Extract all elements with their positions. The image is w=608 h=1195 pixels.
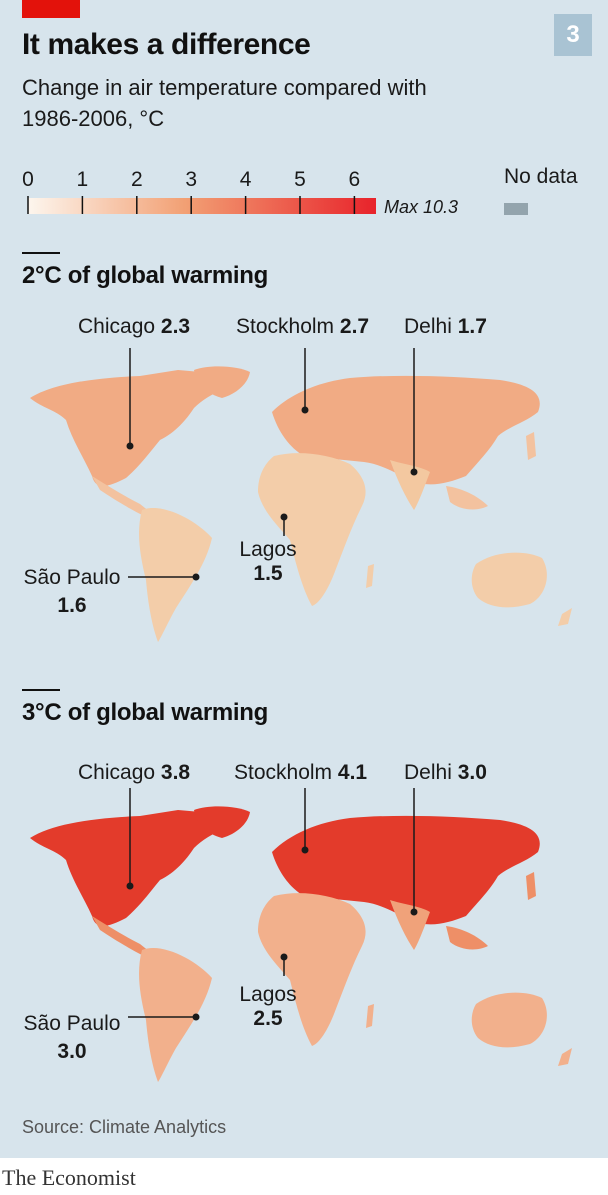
no-data-swatch — [504, 203, 528, 215]
land-southeast-asia — [446, 486, 488, 510]
land-central-america — [92, 916, 150, 956]
land-japan — [526, 872, 536, 900]
no-data-label: No data — [504, 165, 578, 188]
land-africa — [258, 893, 366, 1046]
section-rule — [22, 252, 60, 254]
land-madagascar — [366, 564, 374, 588]
city-label-lagos: Lagos 2.5 — [239, 983, 297, 1030]
scale-tick-label: 3 — [185, 168, 197, 191]
land-eurasia — [272, 815, 540, 925]
city-marker-chicago — [126, 882, 134, 890]
land-southeast-asia — [446, 926, 488, 950]
land-madagascar — [366, 1004, 374, 1028]
accent-tag — [22, 0, 80, 18]
land-new-zealand — [558, 1048, 572, 1066]
city-label-stockholm: Stockholm 2.7 — [236, 315, 370, 338]
city-marker-sao-paulo — [192, 1013, 200, 1021]
scale-tick-label: 6 — [349, 168, 361, 191]
map-2c — [30, 348, 572, 642]
scale-tick-label: 4 — [240, 168, 252, 191]
land-eurasia — [272, 375, 540, 485]
city-label-chicago: Chicago 2.3 — [78, 315, 191, 338]
city-marker-stockholm — [301, 846, 309, 854]
city-label-stockholm: Stockholm 4.1 — [234, 761, 368, 784]
scale-max-label: Max 10.3 — [384, 197, 459, 217]
source-note: Source: Climate Analytics — [22, 1117, 227, 1137]
map-3c — [30, 788, 572, 1082]
city-marker-sao-paulo — [192, 573, 200, 581]
color-scale: 0 1 2 3 4 5 6 — [22, 168, 376, 214]
city-marker-delhi — [410, 468, 418, 476]
city-marker-delhi — [410, 908, 418, 916]
land-australia — [471, 992, 547, 1048]
land-india — [390, 460, 430, 510]
land-south-america — [139, 508, 212, 642]
city-marker-lagos — [280, 513, 288, 521]
land-greenland — [194, 806, 250, 838]
land-north-america — [30, 810, 226, 927]
section-title-3c: 3°C of global warming — [22, 699, 268, 726]
scale-tick-label: 5 — [294, 168, 306, 191]
land-south-america — [139, 948, 212, 1082]
city-marker-stockholm — [301, 406, 309, 414]
land-australia — [471, 552, 547, 608]
city-label-sao-paulo: São Paulo 1.6 — [23, 566, 121, 617]
city-label-lagos: Lagos 1.5 — [239, 538, 297, 585]
chart-title: It makes a difference — [22, 28, 311, 61]
city-label-sao-paulo: São Paulo 3.0 — [23, 1012, 121, 1063]
section-title-2c: 2°C of global warming — [22, 262, 268, 289]
section-rule — [22, 689, 60, 691]
city-label-delhi: Delhi 3.0 — [404, 761, 487, 784]
land-japan — [526, 432, 536, 460]
city-label-delhi: Delhi 1.7 — [404, 315, 487, 338]
scale-tick-label: 1 — [77, 168, 89, 191]
city-marker-chicago — [126, 442, 134, 450]
chart-subtitle: Change in air temperature compared with … — [22, 75, 427, 131]
land-central-america — [92, 476, 150, 516]
scale-tick-label: 2 — [131, 168, 143, 191]
land-india — [390, 900, 430, 950]
land-north-america — [30, 370, 226, 487]
color-scale-bar — [28, 198, 376, 214]
brand-logo-text: The Economist — [2, 1165, 136, 1190]
city-label-chicago: Chicago 3.8 — [78, 761, 191, 784]
scale-tick-label: 0 — [22, 168, 34, 191]
chart-number-badge: 3 — [554, 14, 592, 56]
city-marker-lagos — [280, 953, 288, 961]
land-greenland — [194, 366, 250, 398]
chart-panel: 3 It makes a difference Change in air te… — [0, 0, 608, 1158]
land-africa — [258, 453, 366, 606]
land-new-zealand — [558, 608, 572, 626]
